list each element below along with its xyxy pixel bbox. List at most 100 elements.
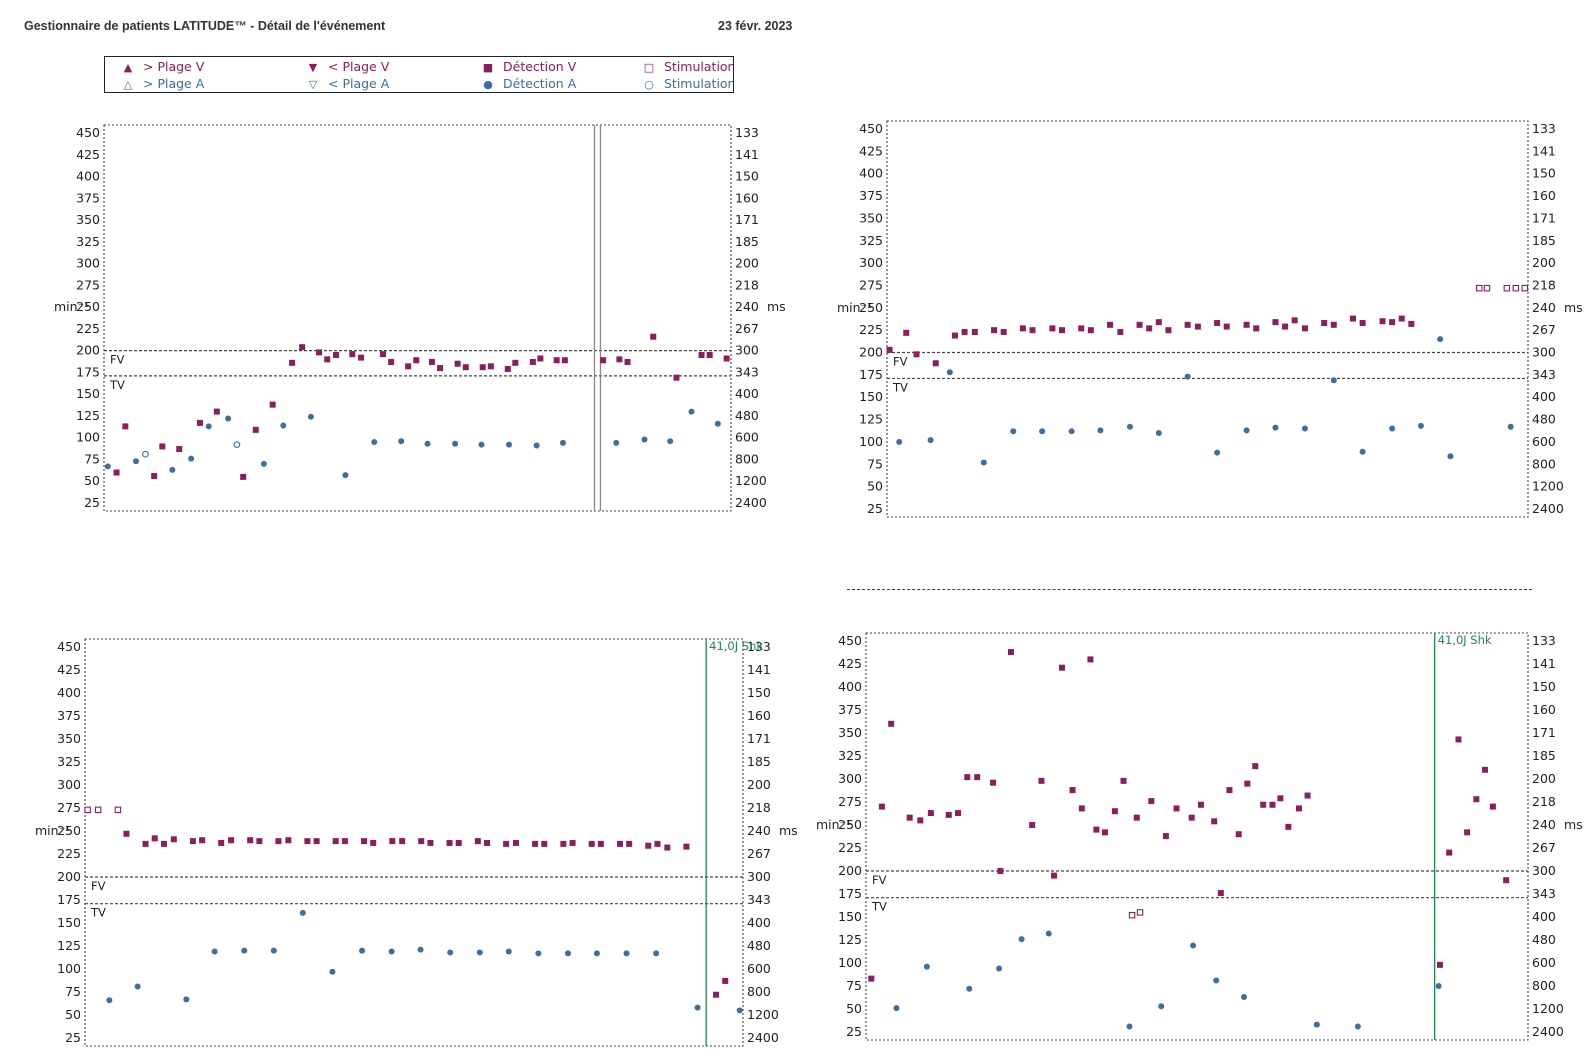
- a-sense-point: [1184, 373, 1191, 380]
- v-sense-point: [1111, 808, 1118, 815]
- v-sense-point: [955, 810, 962, 817]
- y-tick-label: 100: [57, 961, 81, 976]
- v-sense-point: [1330, 321, 1337, 328]
- v-sense-point: [974, 774, 981, 781]
- v-sense-point: [886, 346, 893, 353]
- ms-tick-label: 800: [1532, 978, 1556, 993]
- v-sense-point: [1120, 777, 1127, 784]
- v-sense-point: [723, 355, 730, 362]
- v-sense-point: [1253, 325, 1260, 332]
- v-sense-point: [1173, 805, 1180, 812]
- y-tick-label: 250: [76, 299, 100, 314]
- v-sense-point: [196, 419, 203, 426]
- v-sense-point: [1087, 327, 1094, 334]
- v-sense-point: [917, 817, 924, 824]
- report-date: 23 févr. 2023: [718, 19, 793, 33]
- legend-item: ▼ < Plage V: [304, 59, 390, 74]
- y-tick-label: 350: [76, 212, 100, 227]
- y-tick-label: 200: [76, 343, 100, 358]
- v-sense-point: [713, 991, 720, 998]
- v-sense-point: [991, 327, 998, 334]
- v-sense-point: [1188, 814, 1195, 821]
- v-sense-point: [1007, 649, 1014, 656]
- ms-tick-label: 150: [735, 169, 759, 184]
- y-tick-label: 50: [867, 479, 883, 494]
- v-sense-point: [553, 357, 560, 364]
- v-sense-point: [275, 838, 282, 845]
- a-pace-point: [233, 441, 241, 449]
- v-sense-point: [1136, 321, 1143, 328]
- v-sense-point: [1277, 795, 1284, 802]
- a-sense-point: [225, 415, 232, 422]
- v-sense-point: [388, 358, 395, 365]
- v-sense-point: [176, 446, 183, 453]
- a-sense-point: [1097, 427, 1104, 434]
- ms-tick-label: 300: [1532, 863, 1556, 878]
- y-axis-label: min⁻¹: [35, 823, 70, 838]
- ms-tick-label: 218: [747, 800, 771, 815]
- ms-tick-label: 185: [747, 754, 771, 769]
- v-sense-point: [626, 840, 633, 847]
- a-sense-point: [106, 997, 113, 1004]
- y-axis-label: min⁻¹: [816, 817, 851, 832]
- v-sense-point: [247, 837, 254, 844]
- y-tick-label: 150: [57, 915, 81, 930]
- ms-tick-label: 2400: [1532, 1024, 1564, 1039]
- y-tick-label: 125: [859, 412, 883, 427]
- zone-label: FV: [110, 353, 125, 367]
- ms-tick-label: 240: [1532, 817, 1556, 832]
- ms-tick-label: 133: [735, 125, 759, 140]
- v-sense-point: [1029, 822, 1036, 828]
- v-sense-point: [650, 333, 657, 340]
- dot-filled-icon: ●: [483, 78, 493, 91]
- y-tick-label: 450: [57, 639, 81, 654]
- v-sense-point: [1214, 320, 1221, 327]
- y-tick-label: 200: [838, 863, 862, 878]
- a-pace-point: [142, 450, 149, 458]
- v-sense-point: [868, 975, 875, 982]
- ms-tick-label: 150: [1532, 679, 1556, 694]
- v-sense-point: [446, 839, 453, 846]
- v-sense-point: [289, 359, 296, 366]
- a-sense-point: [613, 439, 620, 446]
- v-sense-point: [1211, 818, 1218, 825]
- y-tick-label: 150: [76, 386, 100, 401]
- a-sense-point: [1068, 428, 1075, 435]
- y-tick-label: 200: [859, 345, 883, 360]
- v-sense-point: [1101, 829, 1108, 836]
- v-sense-point: [389, 838, 396, 845]
- y-tick-label: 350: [838, 725, 862, 740]
- a-sense-point: [398, 438, 405, 445]
- v-sense-point: [1235, 831, 1242, 838]
- y-tick-label: 75: [65, 984, 81, 999]
- a-sense-point: [417, 946, 424, 953]
- y-tick-label: 400: [838, 679, 862, 694]
- v-sense-point: [951, 332, 958, 339]
- v-sense-point: [1107, 321, 1114, 328]
- a-sense-point: [1126, 423, 1133, 430]
- v-pace-point: [1128, 911, 1136, 919]
- v-sense-point: [1481, 766, 1488, 773]
- v-sense-point: [1058, 327, 1065, 334]
- v-sense-point: [616, 840, 623, 847]
- legend-item: ■ Détection V: [479, 59, 576, 74]
- a-sense-point: [535, 950, 542, 957]
- v-pace-point: [1521, 284, 1529, 292]
- a-sense-point: [342, 472, 349, 479]
- a-sense-point: [452, 440, 459, 447]
- ms-tick-label: 218: [1532, 794, 1556, 809]
- a-sense-point: [260, 460, 267, 467]
- v-sense-point: [316, 349, 323, 356]
- v-sense-point: [189, 838, 196, 845]
- ms-axis-label: ms: [779, 823, 798, 838]
- v-sense-point: [1473, 796, 1480, 803]
- a-sense-point: [923, 963, 930, 970]
- ms-tick-label: 171: [1532, 725, 1556, 740]
- ms-axis-label: ms: [767, 299, 786, 314]
- legend-label: > Plage A: [143, 76, 205, 91]
- ms-tick-label: 300: [1532, 345, 1556, 360]
- ms-tick-label: 267: [747, 846, 771, 861]
- v-sense-point: [597, 840, 604, 847]
- y-tick-label: 50: [65, 1007, 81, 1022]
- v-sense-point: [1019, 325, 1026, 332]
